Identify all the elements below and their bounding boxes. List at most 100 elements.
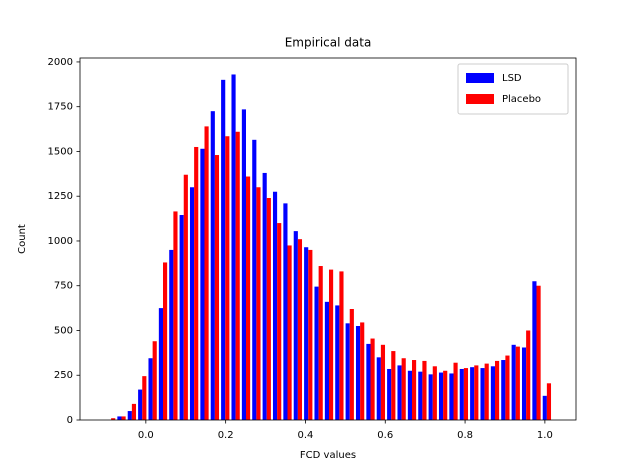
bar [152, 341, 157, 420]
bar [231, 74, 236, 420]
bar [287, 245, 292, 420]
bar [131, 403, 137, 420]
bar [505, 355, 510, 420]
bar [204, 126, 209, 420]
bar [380, 344, 386, 420]
bar [200, 148, 205, 420]
plot-frame [79, 57, 577, 421]
bar [453, 362, 458, 420]
bar [328, 269, 334, 420]
bar [459, 368, 464, 420]
bar [422, 360, 427, 420]
y-axis-label: Count [17, 224, 28, 254]
legend-label: Placebo [502, 94, 541, 105]
bar [536, 285, 541, 420]
bar [241, 109, 246, 420]
chart-title: Empirical data [285, 36, 372, 50]
bar [370, 338, 375, 420]
bar [283, 203, 288, 420]
bar [335, 305, 340, 420]
bar [511, 344, 516, 420]
bar [304, 247, 309, 420]
bar [256, 187, 261, 420]
y-tick-label: 1250 [48, 191, 73, 202]
bar [169, 249, 174, 420]
bar [397, 365, 402, 420]
bar [262, 172, 267, 420]
legend-box [457, 63, 569, 115]
bar [449, 373, 454, 420]
bar [121, 416, 126, 420]
x-tick-label: 0.2 [218, 430, 234, 441]
y-tick-label: 0 [67, 415, 73, 426]
bar [127, 411, 132, 420]
bar [387, 368, 392, 420]
legend-swatch [466, 73, 494, 83]
bar [162, 262, 168, 420]
bar [542, 395, 547, 420]
bar [210, 111, 215, 420]
x-axis-label: FCD values [300, 450, 356, 461]
bar [463, 368, 469, 420]
bar [117, 416, 122, 420]
bar [179, 215, 184, 420]
y-tick-label: 2000 [48, 57, 73, 68]
bar [266, 198, 271, 420]
bar [432, 366, 437, 420]
bar [297, 239, 303, 420]
bar [490, 366, 495, 420]
bar [245, 176, 251, 420]
bar [526, 330, 531, 420]
x-tick-label: 0.8 [457, 430, 473, 441]
y-tick-label: 500 [54, 325, 73, 336]
bar [111, 418, 116, 420]
bar [407, 370, 412, 420]
bar [428, 374, 433, 420]
bar [318, 266, 323, 420]
bar [138, 389, 143, 420]
bar [308, 249, 313, 420]
bar [214, 155, 220, 421]
x-tick-label: 0.6 [377, 430, 393, 441]
bar [532, 281, 537, 420]
y-tick-label: 1000 [48, 236, 73, 247]
bar [443, 370, 448, 420]
bar [189, 187, 195, 420]
y-tick-label: 1500 [48, 146, 73, 157]
bar [521, 347, 527, 420]
bar [173, 211, 178, 420]
bar [345, 323, 350, 420]
bar [272, 191, 278, 420]
bar [391, 351, 396, 420]
bar [376, 357, 381, 420]
y-tick-label: 750 [54, 281, 73, 292]
bar [221, 79, 226, 421]
bar [339, 271, 344, 420]
bar [293, 231, 298, 420]
bar [142, 376, 147, 420]
bar [515, 346, 520, 420]
bar [494, 360, 500, 420]
bar [501, 360, 506, 420]
bar [158, 308, 163, 420]
bar [366, 343, 371, 420]
bar [314, 286, 319, 420]
bar [324, 301, 329, 420]
bar [277, 223, 282, 420]
bar [148, 358, 153, 420]
bar [194, 146, 199, 420]
bar [438, 372, 444, 420]
bar [360, 322, 365, 420]
bar [235, 131, 240, 421]
bar [401, 358, 406, 420]
bar [418, 371, 423, 420]
bar [546, 383, 552, 420]
bar [484, 363, 489, 420]
x-tick-label: 0.0 [138, 430, 154, 441]
bar [480, 368, 485, 420]
legend-label: LSD [502, 73, 522, 84]
x-tick-label: 0.4 [298, 430, 314, 441]
x-tick-label: 1.0 [537, 430, 553, 441]
bar [470, 367, 475, 420]
